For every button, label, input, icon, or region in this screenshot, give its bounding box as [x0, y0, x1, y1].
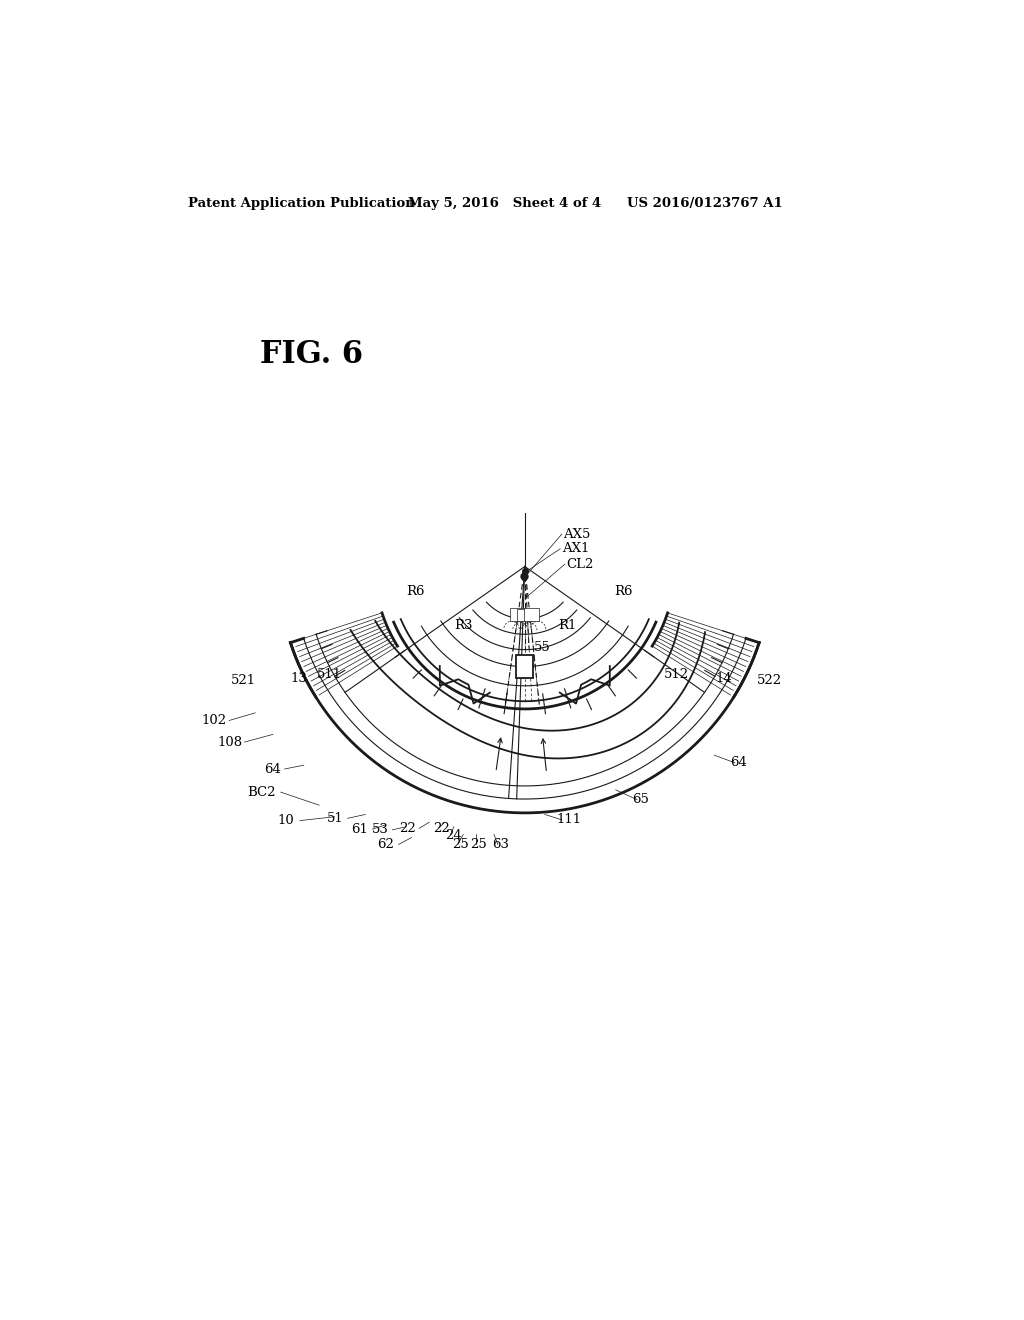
Text: 64: 64 — [264, 763, 281, 776]
Text: 62: 62 — [377, 838, 394, 851]
Text: 102: 102 — [202, 714, 226, 727]
Text: 65: 65 — [633, 793, 649, 807]
Text: 512: 512 — [665, 668, 689, 681]
Text: FIG. 6: FIG. 6 — [260, 339, 362, 371]
Text: 63: 63 — [493, 838, 510, 851]
Text: 24: 24 — [444, 829, 462, 842]
Text: 51: 51 — [327, 812, 344, 825]
Bar — [517, 609, 532, 622]
Text: 25: 25 — [453, 838, 469, 851]
Text: May 5, 2016   Sheet 4 of 4: May 5, 2016 Sheet 4 of 4 — [408, 197, 601, 210]
Text: 511: 511 — [316, 668, 342, 681]
Text: Patent Application Publication: Patent Application Publication — [188, 197, 415, 210]
Text: 53: 53 — [372, 824, 388, 837]
Text: R3: R3 — [454, 619, 472, 632]
Text: R6: R6 — [407, 585, 425, 598]
Text: R1: R1 — [559, 619, 578, 632]
Text: BC2: BC2 — [247, 785, 275, 799]
Bar — [510, 609, 525, 620]
Text: CL2: CL2 — [566, 557, 594, 570]
Text: 22: 22 — [398, 822, 416, 834]
Text: US 2016/0123767 A1: US 2016/0123767 A1 — [628, 197, 783, 210]
Text: 61: 61 — [351, 822, 368, 836]
Text: AX5: AX5 — [563, 528, 591, 541]
Text: 55: 55 — [535, 640, 551, 653]
Text: 522: 522 — [758, 675, 782, 686]
Text: 13: 13 — [291, 672, 307, 685]
Text: R6: R6 — [614, 585, 633, 598]
Text: 25: 25 — [470, 838, 486, 851]
Bar — [524, 609, 540, 620]
Bar — [516, 655, 534, 678]
Text: 111: 111 — [556, 813, 582, 826]
Text: 108: 108 — [217, 735, 243, 748]
Text: 521: 521 — [231, 675, 256, 686]
Text: 64: 64 — [730, 756, 748, 770]
Text: 22: 22 — [433, 822, 450, 834]
Text: AX1: AX1 — [562, 543, 589, 556]
Text: 14: 14 — [716, 672, 732, 685]
Text: 10: 10 — [278, 814, 295, 828]
